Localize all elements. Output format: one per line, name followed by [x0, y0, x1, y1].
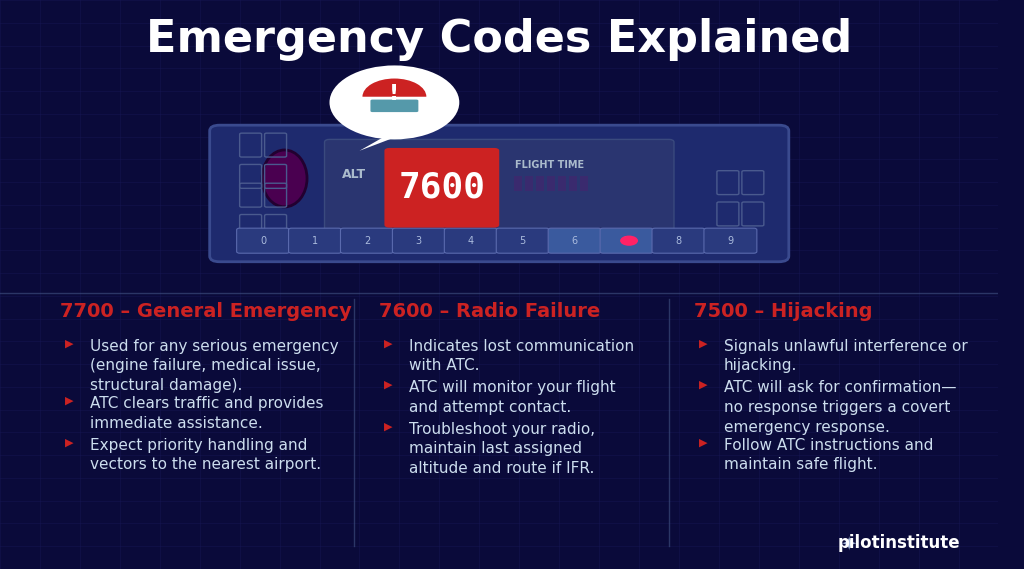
- Text: 0: 0: [260, 236, 266, 246]
- Text: ATC clears traffic and provides
immediate assistance.: ATC clears traffic and provides immediat…: [90, 396, 324, 431]
- Text: ALT: ALT: [342, 168, 367, 180]
- Text: ▶: ▶: [65, 396, 74, 406]
- FancyBboxPatch shape: [514, 176, 522, 191]
- Text: ATC will ask for confirmation—
no response triggers a covert
emergency response.: ATC will ask for confirmation— no respon…: [724, 380, 956, 435]
- Text: ▶: ▶: [65, 438, 74, 448]
- Text: 1: 1: [312, 236, 318, 246]
- FancyBboxPatch shape: [652, 228, 705, 253]
- FancyBboxPatch shape: [341, 228, 393, 253]
- Text: !: !: [389, 84, 399, 104]
- Text: Troubleshoot your radio,
maintain last assigned
altitude and route if IFR.: Troubleshoot your radio, maintain last a…: [410, 422, 596, 476]
- Text: ▶: ▶: [65, 339, 74, 349]
- Text: 8: 8: [676, 236, 682, 246]
- FancyBboxPatch shape: [600, 228, 653, 253]
- FancyBboxPatch shape: [210, 125, 788, 262]
- Text: 4: 4: [468, 236, 474, 246]
- Text: 6: 6: [571, 236, 578, 246]
- FancyBboxPatch shape: [548, 228, 601, 253]
- FancyBboxPatch shape: [444, 228, 498, 253]
- Text: 2: 2: [364, 236, 370, 246]
- FancyBboxPatch shape: [703, 228, 757, 253]
- Polygon shape: [359, 134, 404, 151]
- FancyBboxPatch shape: [371, 100, 419, 112]
- Text: Emergency Codes Explained: Emergency Codes Explained: [146, 18, 852, 61]
- FancyBboxPatch shape: [581, 176, 588, 191]
- Text: 9: 9: [727, 236, 733, 246]
- Text: 5: 5: [519, 236, 526, 246]
- FancyBboxPatch shape: [525, 176, 534, 191]
- Circle shape: [330, 65, 460, 139]
- FancyBboxPatch shape: [547, 176, 555, 191]
- Ellipse shape: [262, 150, 307, 207]
- Text: 7700 – General Emergency: 7700 – General Emergency: [60, 302, 351, 320]
- Text: FLIGHT TIME: FLIGHT TIME: [515, 160, 584, 170]
- Text: Indicates lost communication
with ATC.: Indicates lost communication with ATC.: [410, 339, 635, 373]
- Text: ATC will monitor your flight
and attempt contact.: ATC will monitor your flight and attempt…: [410, 380, 616, 415]
- Text: 7500 – Hijacking: 7500 – Hijacking: [694, 302, 872, 320]
- FancyBboxPatch shape: [569, 176, 578, 191]
- FancyBboxPatch shape: [384, 148, 500, 228]
- Text: ▶: ▶: [699, 339, 708, 349]
- Text: ▶: ▶: [384, 339, 393, 349]
- Text: Follow ATC instructions and
maintain safe flight.: Follow ATC instructions and maintain saf…: [724, 438, 933, 472]
- Text: Used for any serious emergency
(engine failure, medical issue,
structural damage: Used for any serious emergency (engine f…: [90, 339, 339, 393]
- Text: pilotinstitute: pilotinstitute: [838, 534, 959, 552]
- Text: ▶: ▶: [699, 438, 708, 448]
- Text: 3: 3: [416, 236, 422, 246]
- FancyBboxPatch shape: [237, 228, 290, 253]
- Text: 7600: 7600: [398, 171, 485, 205]
- Text: Expect priority handling and
vectors to the nearest airport.: Expect priority handling and vectors to …: [90, 438, 321, 472]
- FancyBboxPatch shape: [558, 176, 566, 191]
- Text: ✦: ✦: [841, 534, 857, 553]
- FancyBboxPatch shape: [289, 228, 341, 253]
- Text: Signals unlawful interference or
hijacking.: Signals unlawful interference or hijacki…: [724, 339, 968, 373]
- Circle shape: [621, 236, 638, 246]
- FancyBboxPatch shape: [325, 139, 674, 236]
- FancyBboxPatch shape: [497, 228, 549, 253]
- Text: 7600 – Radio Failure: 7600 – Radio Failure: [380, 302, 601, 320]
- Text: ▶: ▶: [384, 380, 393, 390]
- Text: 7: 7: [624, 236, 630, 246]
- Wedge shape: [362, 79, 426, 97]
- FancyBboxPatch shape: [537, 176, 544, 191]
- FancyBboxPatch shape: [392, 228, 445, 253]
- Text: ▶: ▶: [384, 422, 393, 432]
- Text: ▶: ▶: [699, 380, 708, 390]
